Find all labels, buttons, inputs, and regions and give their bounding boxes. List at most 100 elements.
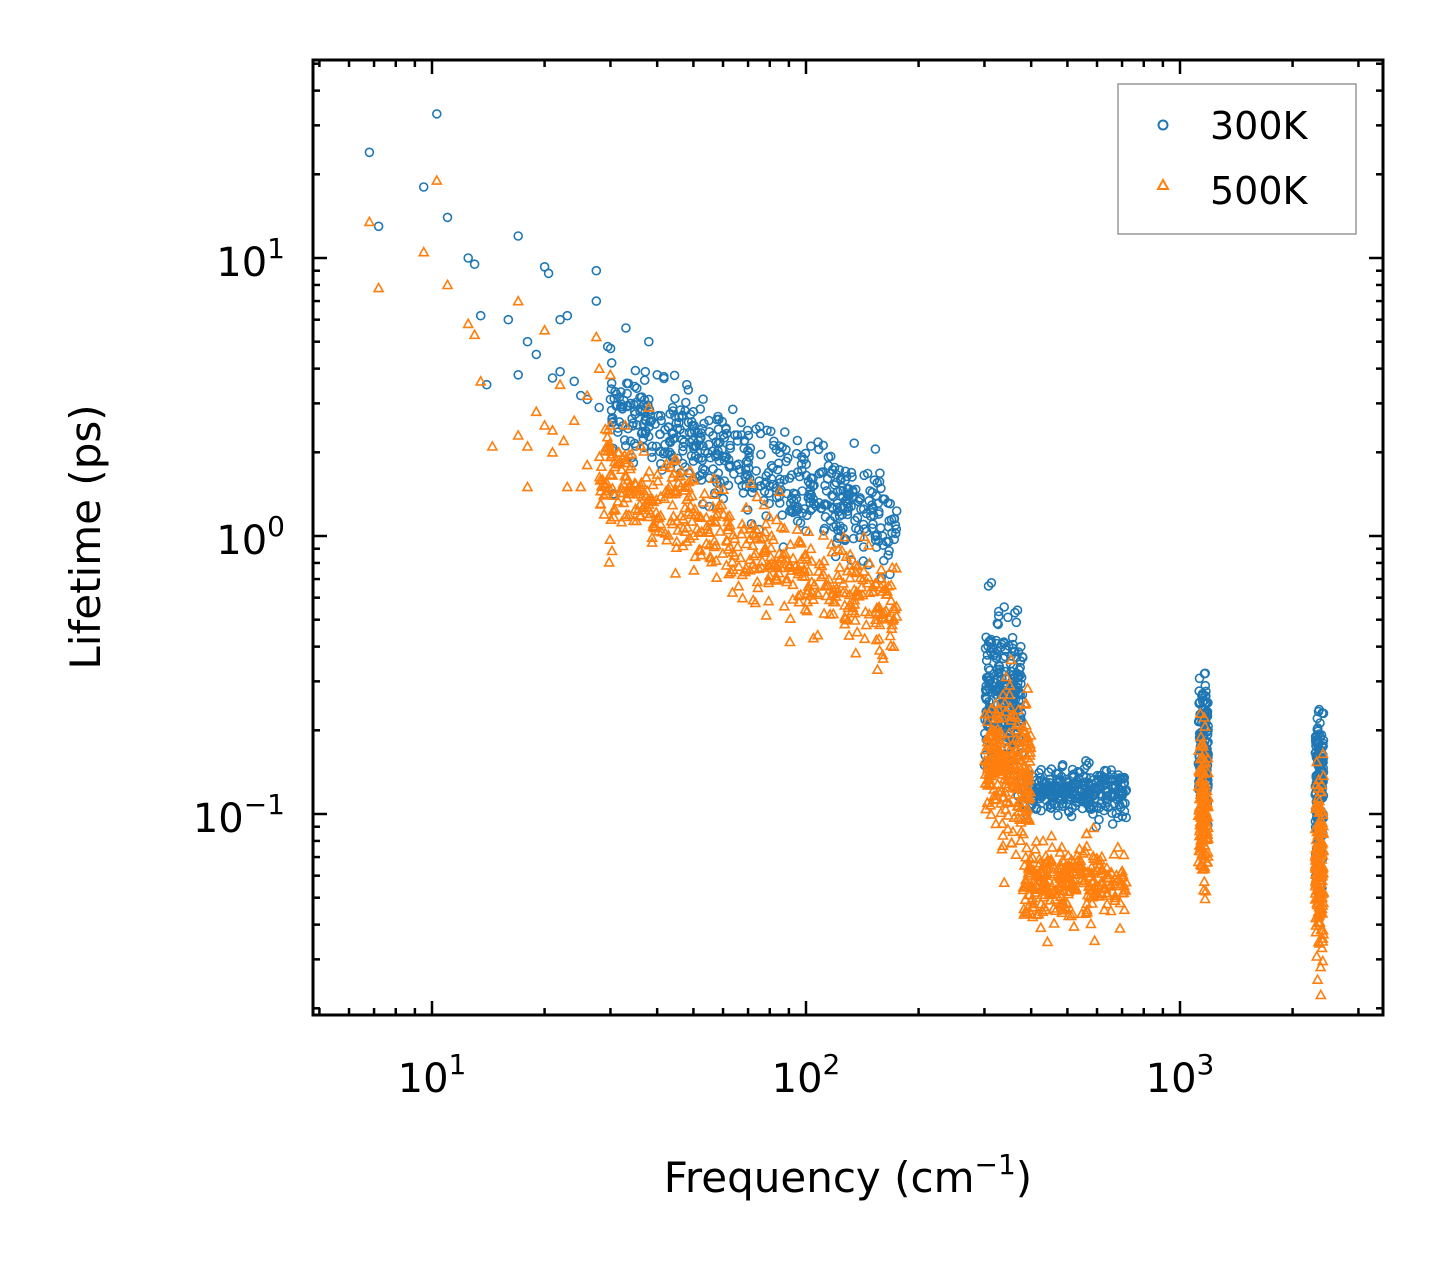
data-points xyxy=(363,109,1330,1000)
point-300k-557 xyxy=(856,504,866,515)
point-500k-515 xyxy=(765,557,778,568)
point-500k-963 xyxy=(1073,842,1086,854)
point-500k-501 xyxy=(827,607,840,619)
point-300k-337 xyxy=(849,438,860,449)
point-300k-545 xyxy=(643,400,653,411)
point-300k-25 xyxy=(547,373,558,383)
point-300k-477 xyxy=(819,499,829,510)
x-tick-label-10: 101 xyxy=(398,1048,467,1102)
point-500k-307 xyxy=(658,492,671,504)
point-500k-1013 xyxy=(1104,880,1117,891)
point-500k-1248 xyxy=(1194,752,1207,764)
point-500k-734 xyxy=(985,702,998,714)
point-300k-1387 xyxy=(1314,704,1324,715)
point-300k-15 xyxy=(591,296,602,306)
point-500k-1251 xyxy=(1196,794,1209,806)
point-500k-1256 xyxy=(1195,833,1208,844)
point-500k-648 xyxy=(1021,682,1034,693)
point-500k-1283 xyxy=(1316,941,1328,953)
point-300k-982 xyxy=(1119,806,1130,817)
point-500k-418 xyxy=(604,533,616,545)
point-500k-871 xyxy=(1037,834,1049,846)
point-500k-293 xyxy=(793,535,805,546)
point-500k-535 xyxy=(612,458,624,469)
point-300k-97 xyxy=(695,404,706,414)
point-500k-877 xyxy=(1112,841,1124,852)
point-300k-1114 xyxy=(1086,804,1096,815)
point-300k-231 xyxy=(679,437,689,447)
point-500k-458 xyxy=(740,501,753,512)
point-500k-900 xyxy=(1118,848,1130,860)
point-500k-310 xyxy=(746,527,759,539)
point-500k-276 xyxy=(844,571,856,583)
point-300k-26 xyxy=(555,366,565,377)
point-500k-425 xyxy=(881,588,894,599)
point-500k-1417 xyxy=(1312,891,1325,903)
point-300k-505 xyxy=(736,430,747,440)
point-300k-145 xyxy=(606,358,617,368)
point-300k-466 xyxy=(660,447,670,457)
point-500k-496 xyxy=(694,510,707,522)
point-500k-431 xyxy=(783,558,796,569)
point-500k-192 xyxy=(848,583,861,595)
point-500k-296 xyxy=(836,544,848,556)
point-500k-304 xyxy=(773,547,786,559)
point-300k-486 xyxy=(658,448,669,459)
point-500k-964 xyxy=(1116,864,1129,876)
point-300k-171 xyxy=(727,404,738,415)
point-500k-526 xyxy=(874,572,887,584)
point-500k-364 xyxy=(751,531,763,543)
point-500k-12 xyxy=(530,405,543,417)
point-500k-451 xyxy=(744,564,756,575)
point-500k-778 xyxy=(1014,834,1027,846)
point-500k-1280 xyxy=(1314,960,1327,972)
point-300k-798 xyxy=(1011,617,1022,628)
point-500k-750 xyxy=(1015,816,1027,827)
point-500k-739 xyxy=(1005,710,1018,721)
point-300k-512 xyxy=(711,437,722,447)
point-300k-1419 xyxy=(1318,735,1329,746)
point-500k-132 xyxy=(878,613,891,624)
point-500k-510 xyxy=(688,474,701,485)
point-500k-998 xyxy=(1045,829,1058,841)
point-500k-520 xyxy=(771,572,783,584)
point-500k-1090 xyxy=(1054,872,1066,883)
point-300k-550 xyxy=(651,441,662,452)
point-300k-192 xyxy=(862,468,873,479)
point-300k-316 xyxy=(664,447,675,458)
point-500k-1082 xyxy=(1040,857,1052,868)
point-500k-1396 xyxy=(1316,804,1329,816)
point-500k-763 xyxy=(991,723,1004,734)
point-300k-735 xyxy=(986,638,997,648)
point-500k-1108 xyxy=(1071,862,1083,874)
point-500k-195 xyxy=(861,576,874,588)
point-500k-196 xyxy=(711,482,724,494)
point-300k-499 xyxy=(719,476,730,486)
point-300k-348 xyxy=(782,453,793,463)
point-300k-420 xyxy=(840,466,851,477)
point-300k-788 xyxy=(997,673,1007,684)
point-300k-816 xyxy=(991,653,1002,663)
point-500k-499 xyxy=(604,450,617,461)
point-300k-558 xyxy=(823,460,834,471)
point-500k-966 xyxy=(1086,897,1099,908)
point-500k-108 xyxy=(801,604,814,616)
point-500k-786 xyxy=(995,750,1008,762)
point-500k-1069 xyxy=(1077,876,1090,888)
point-300k-793 xyxy=(1010,607,1020,618)
point-500k-806 xyxy=(1018,747,1031,758)
point-500k-158 xyxy=(875,563,888,574)
point-500k-475 xyxy=(643,503,655,515)
point-500k-433 xyxy=(680,535,693,546)
point-300k-553 xyxy=(622,388,632,399)
point-300k-502 xyxy=(806,441,816,452)
point-500k-334 xyxy=(688,503,701,514)
point-500k-470 xyxy=(675,509,687,521)
point-300k-997 xyxy=(1107,819,1118,829)
point-500k-1021 xyxy=(1087,821,1100,833)
point-500k-891 xyxy=(1048,917,1060,928)
point-300k-299 xyxy=(640,366,651,377)
point-500k-529 xyxy=(756,555,769,566)
point-500k-6 xyxy=(468,328,481,340)
point-500k-284 xyxy=(710,571,723,583)
